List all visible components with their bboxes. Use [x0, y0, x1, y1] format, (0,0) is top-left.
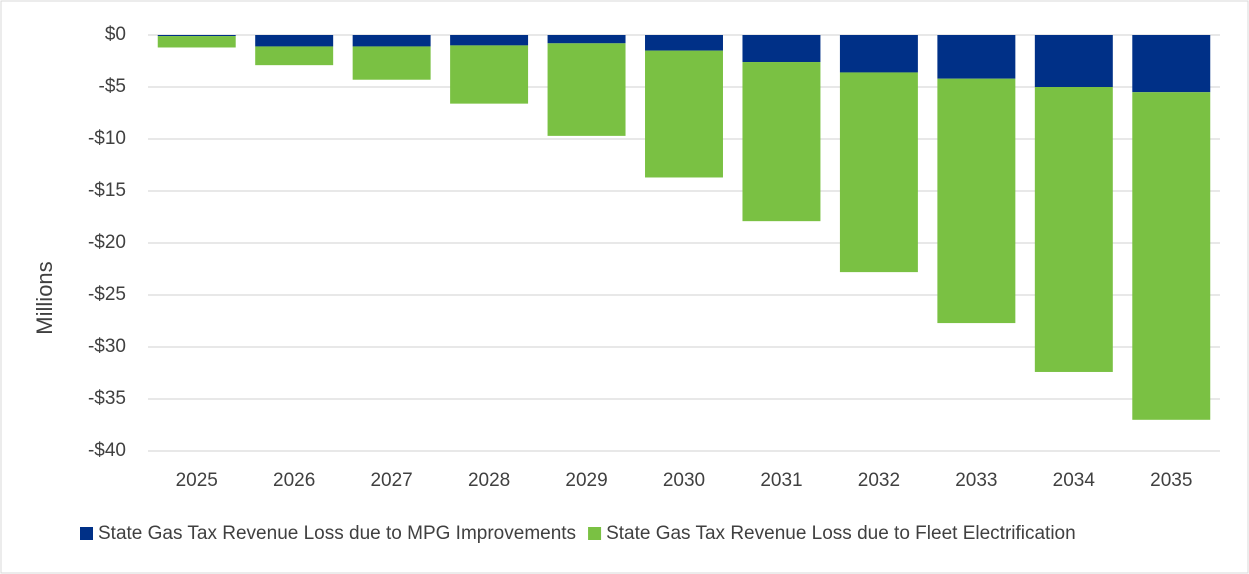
x-tick-label: 2035: [1150, 470, 1192, 491]
y-tick-label: -$30: [88, 336, 126, 357]
bar-segment: [1034, 87, 1113, 372]
y-tick-label: -$15: [88, 180, 126, 201]
bar-segment: [742, 35, 821, 63]
bar-segment: [1132, 92, 1211, 420]
bar-segment: [450, 45, 529, 104]
x-tick-label: 2031: [760, 470, 802, 491]
y-tick-label: -$20: [88, 232, 126, 253]
bar-segment: [157, 35, 236, 37]
y-tick-label: -$40: [88, 440, 126, 461]
bar-segment: [937, 35, 1016, 79]
legend-swatch: [80, 527, 93, 540]
bar-segment: [157, 36, 236, 48]
bar-segment: [839, 35, 918, 73]
y-tick-label: -$25: [88, 284, 126, 305]
x-tick-label: 2030: [663, 470, 705, 491]
bar-segment: [352, 46, 431, 80]
bar-segment: [547, 43, 626, 136]
y-tick-label: $0: [105, 24, 126, 45]
x-tick-label: 2027: [370, 470, 412, 491]
x-tick-label: 2034: [1053, 470, 1096, 491]
legend-swatch: [588, 527, 602, 540]
bar-segment: [937, 78, 1016, 324]
y-tick-label: -$35: [88, 388, 126, 409]
y-axis-label: Millions: [32, 261, 57, 334]
bar-segment: [547, 35, 626, 44]
y-tick-label: -$10: [88, 128, 126, 149]
bar-segment: [450, 35, 529, 46]
bar-segment: [645, 50, 723, 178]
x-tick-label: 2025: [176, 470, 218, 491]
x-tick-label: 2029: [565, 470, 607, 491]
y-tick-label: -$5: [99, 76, 126, 97]
bar-segment: [1034, 35, 1113, 87]
x-tick-label: 2026: [273, 470, 315, 491]
x-tick-label: 2032: [858, 470, 900, 491]
bar-segment: [839, 72, 918, 273]
x-tick-label: 2033: [955, 470, 997, 491]
bar-segment: [1132, 35, 1211, 93]
bar-segment: [742, 62, 821, 222]
legend-label: State Gas Tax Revenue Loss due to MPG Im…: [98, 523, 576, 544]
legend-label: State Gas Tax Revenue Loss due to Fleet …: [606, 523, 1076, 544]
bar-segment: [352, 35, 431, 47]
bar-segment: [255, 35, 334, 47]
x-tick-label: 2028: [468, 470, 510, 491]
bar-segment: [255, 46, 334, 66]
bar-segment: [645, 35, 723, 51]
